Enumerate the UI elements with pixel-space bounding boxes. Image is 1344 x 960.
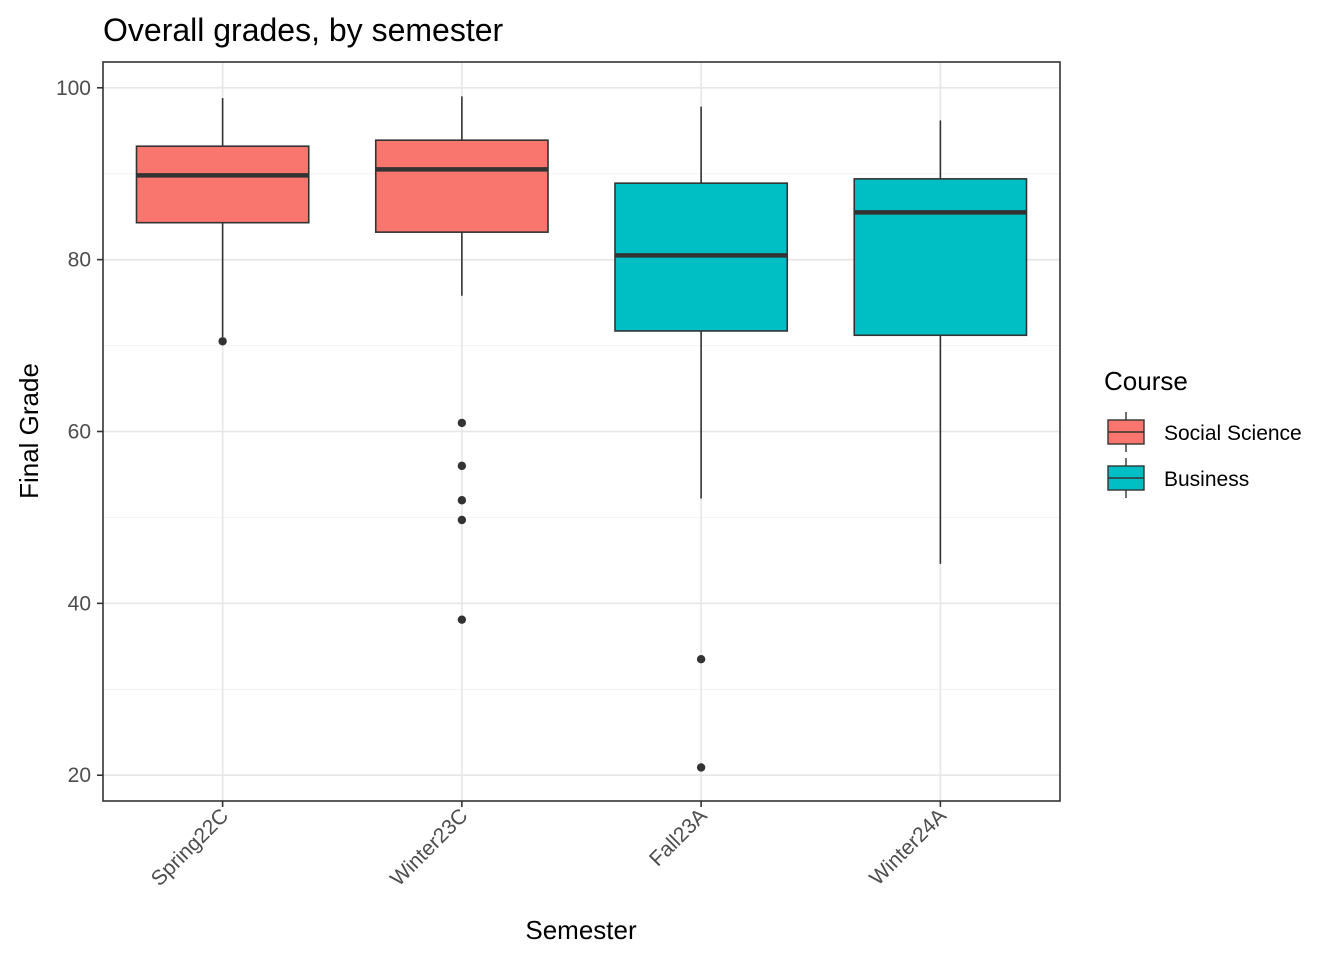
- legend-title: Course: [1104, 366, 1188, 396]
- x-axis: Spring22C Winter23C Fall23A Winter24A: [147, 801, 951, 891]
- box-Winter24A: [853, 120, 1028, 564]
- outlier-point: [457, 615, 467, 624]
- box-Fall23A: [614, 106, 789, 772]
- y-tick-label: 80: [68, 249, 91, 272]
- outlier-point: [457, 515, 467, 525]
- box-body: [853, 178, 1028, 337]
- outlier-point: [457, 496, 467, 505]
- legend-key-1: Business: [1107, 458, 1249, 498]
- chart-title: Overall grades, by semester: [103, 12, 504, 48]
- y-tick-label: 60: [68, 421, 91, 444]
- box-Winter23C: [374, 96, 549, 624]
- y-tick-label: 40: [68, 592, 91, 615]
- y-axis: 20 40 60 80 100: [56, 77, 103, 787]
- legend-key-0: Social Science: [1107, 412, 1302, 452]
- x-tick-label: Winter23C: [386, 804, 472, 890]
- x-tick-label: Winter24A: [865, 804, 951, 890]
- legend: Course Social Science Business: [1104, 366, 1302, 498]
- outlier-point: [696, 655, 706, 664]
- x-axis-title: Semester: [525, 915, 637, 945]
- box-body: [135, 145, 310, 224]
- legend-label: Social Science: [1164, 422, 1302, 445]
- y-tick-label: 20: [68, 764, 91, 787]
- legend-label: Business: [1164, 468, 1249, 491]
- y-axis-title: Final Grade: [14, 363, 44, 499]
- box-body: [374, 139, 549, 233]
- y-tick-label: 100: [56, 77, 91, 100]
- x-tick-label: Spring22C: [147, 804, 233, 890]
- outlier-point: [457, 418, 467, 428]
- boxes: [135, 96, 1028, 772]
- x-tick-label: Fall23A: [645, 804, 712, 871]
- box-Spring22C: [135, 98, 310, 346]
- outlier-point: [218, 337, 227, 346]
- outlier-point: [696, 763, 706, 772]
- outlier-point: [457, 461, 467, 471]
